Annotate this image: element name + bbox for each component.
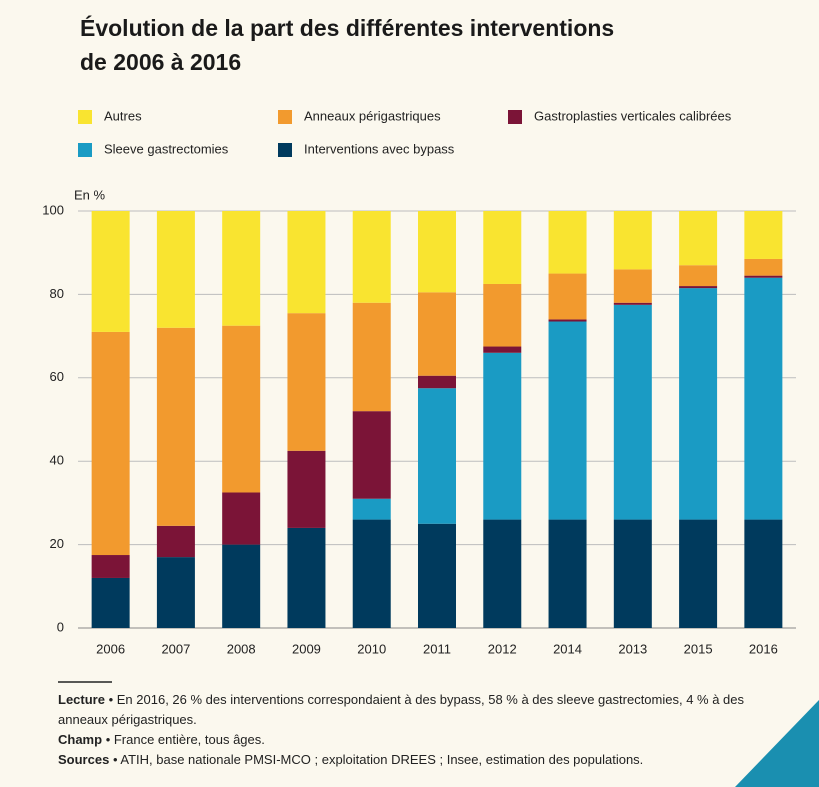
corner-decoration <box>735 700 819 787</box>
bar-segment <box>679 265 718 287</box>
bar-segment <box>744 258 783 276</box>
legend-label: Anneaux périgastriques <box>304 108 441 123</box>
bar-segment <box>156 525 195 558</box>
bar-segment <box>91 555 130 578</box>
bar-segment <box>91 331 130 556</box>
legend-swatch <box>78 143 92 157</box>
x-tick-label: 2014 <box>553 641 582 656</box>
bar-segment <box>613 211 652 270</box>
y-tick-label: 80 <box>50 286 64 301</box>
note-label: Sources <box>58 752 110 767</box>
bar-segment <box>679 211 718 266</box>
x-tick-label: 2015 <box>684 641 713 656</box>
bar-segment <box>222 544 261 628</box>
bar-segment <box>744 275 783 278</box>
bar-segment <box>483 211 522 284</box>
bar-segment <box>483 519 522 628</box>
y-tick-label: 100 <box>42 202 64 217</box>
bar-segment <box>548 273 587 320</box>
x-tick-label: 2009 <box>292 641 321 656</box>
y-tick-label: 60 <box>50 369 64 384</box>
bar-segment <box>418 523 456 628</box>
bar-segment <box>156 211 195 328</box>
x-tick-label: 2008 <box>227 641 256 656</box>
bar-segment <box>548 519 587 628</box>
bar-segment <box>418 388 456 524</box>
legend-swatch <box>508 110 522 124</box>
x-tick-label: 2011 <box>423 641 451 656</box>
chart-title: de 2006 à 2016 <box>80 49 241 75</box>
bar-segment <box>91 211 130 332</box>
bar-segment <box>613 304 652 520</box>
bar-segment <box>483 352 522 520</box>
bar-segment <box>744 277 783 520</box>
bar-segment <box>418 211 456 293</box>
bar-segment <box>287 527 326 628</box>
bar-segment <box>418 375 456 389</box>
bar-segment <box>679 286 718 289</box>
y-tick-label: 20 <box>50 536 64 551</box>
bar-segment <box>287 450 326 528</box>
bar-segment <box>156 557 195 628</box>
x-tick-label: 2007 <box>161 641 190 656</box>
bar-segment <box>418 292 456 376</box>
bar-segment <box>352 211 391 303</box>
legend-label: Sleeve gastrectomies <box>104 141 229 156</box>
note-text: • France entière, tous âges. <box>105 732 265 747</box>
bar-segment <box>287 313 326 451</box>
bar-segment <box>483 346 522 353</box>
bar-segment <box>483 283 522 347</box>
bar-segment <box>613 519 652 628</box>
x-tick-label: 2016 <box>749 641 778 656</box>
y-tick-label: 0 <box>57 619 64 634</box>
bar-segment <box>222 211 261 326</box>
bar-segment <box>352 498 391 520</box>
y-axis-label: En % <box>74 187 106 202</box>
bar-segment <box>744 519 783 628</box>
bar-segment <box>744 211 783 259</box>
bar-segment <box>679 519 718 628</box>
note-text: • En 2016, 26 % des interventions corres… <box>58 692 745 727</box>
legend-swatch <box>278 110 292 124</box>
legend-label: Interventions avec bypass <box>304 141 455 156</box>
bar-segment <box>352 302 391 412</box>
legend-label: Gastroplasties verticales calibrées <box>534 108 732 123</box>
y-tick-label: 40 <box>50 453 64 468</box>
bar-segment <box>548 321 587 520</box>
chart-title: Évolution de la part des différentes int… <box>80 14 614 41</box>
notes: Lecture • En 2016, 26 % des intervention… <box>58 690 768 770</box>
note-text: • ATIH, base nationale PMSI-MCO ; exploi… <box>112 752 644 767</box>
x-tick-label: 2010 <box>357 641 386 656</box>
note: Champ • France entière, tous âges. <box>58 730 768 750</box>
x-tick-label: 2006 <box>96 641 125 656</box>
legend-label: Autres <box>104 108 142 123</box>
bar-segment <box>156 327 195 526</box>
note: Lecture • En 2016, 26 % des intervention… <box>58 690 768 730</box>
bar-segment <box>352 519 391 628</box>
bar-segment <box>613 302 652 305</box>
note-label: Champ <box>58 732 103 747</box>
bar-segment <box>287 211 326 314</box>
bar-segment <box>548 211 587 274</box>
bar-segment <box>679 288 718 520</box>
bar-segment <box>548 319 587 322</box>
bar-segment <box>91 577 130 628</box>
note-label: Lecture <box>58 692 105 707</box>
bar-segment <box>222 492 261 545</box>
note: Sources • ATIH, base nationale PMSI-MCO … <box>58 750 768 770</box>
bar-segment <box>613 269 652 303</box>
x-tick-label: 2012 <box>488 641 517 656</box>
bar-segment <box>352 411 391 499</box>
legend-swatch <box>278 143 292 157</box>
bar-segment <box>222 325 261 493</box>
legend-swatch <box>78 110 92 124</box>
x-tick-label: 2013 <box>618 641 647 656</box>
